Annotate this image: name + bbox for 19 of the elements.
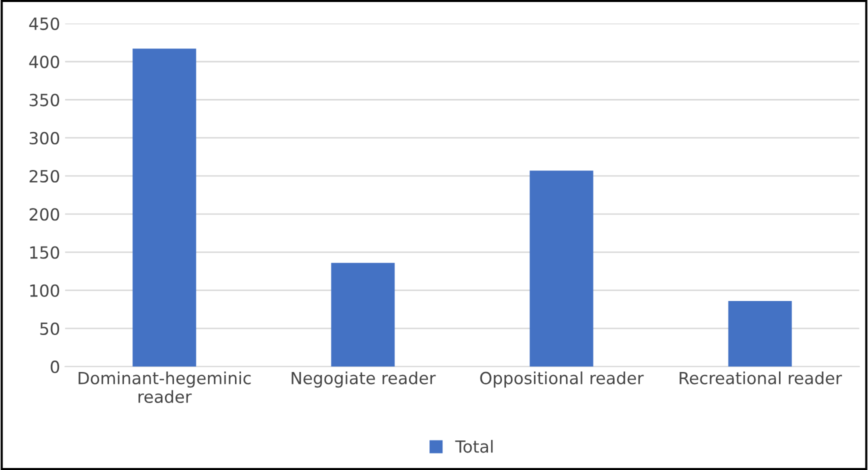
y-tick-label: 0	[50, 360, 60, 374]
y-tick-label: 250	[30, 170, 60, 183]
bar	[530, 170, 594, 367]
y-tick-label: 450	[29, 17, 60, 30]
y-tick-label: 200	[30, 208, 60, 221]
y-tick-label: 400	[29, 56, 60, 68]
y-tick-label: 50	[40, 322, 60, 336]
legend-label: Total	[455, 440, 493, 453]
bar	[132, 48, 196, 367]
bar	[728, 301, 792, 367]
bar	[331, 262, 395, 367]
x-tick-label: Negogiate reader	[292, 371, 436, 388]
y-tick-label: 350	[30, 94, 60, 106]
x-tick-label: Recreational reader	[680, 371, 842, 384]
y-tick-label: 150	[30, 246, 60, 259]
y-tick-label: 100	[30, 284, 60, 297]
y-tick-label: 300	[30, 132, 60, 144]
x-tick-label: Oppositional reader	[480, 371, 644, 388]
x-tick-label: Dominant-hegeminic reader	[78, 371, 251, 404]
